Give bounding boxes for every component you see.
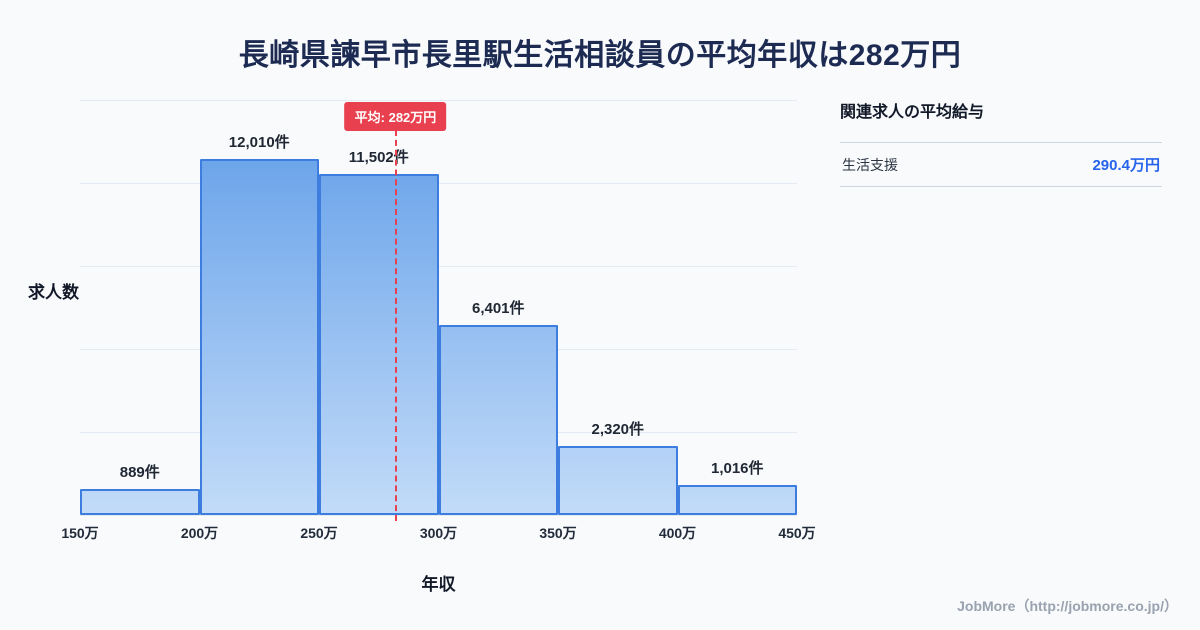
footer-credit: JobMore（http://jobmore.co.jp/） <box>957 598 1178 614</box>
bar-value-label: 11,502件 <box>348 149 409 166</box>
bar-value-label: 6,401件 <box>471 300 525 317</box>
page-title: 長崎県諫早市長里駅生活相談員の平均年収は282万円 <box>238 39 962 72</box>
x-tick-label: 300万 <box>419 525 458 541</box>
bar-value-label: 12,010件 <box>228 134 290 151</box>
panel-divider-bottom <box>840 186 1162 187</box>
x-axis-label: 年収 <box>421 575 456 594</box>
job-category-label: 生活支援 <box>842 156 898 173</box>
x-tick-label: 150万 <box>61 525 99 541</box>
gridline <box>80 515 797 516</box>
salary-row: 生活支援 290.4万円 <box>840 143 1162 186</box>
average-line <box>395 130 398 521</box>
x-tick-label: 250万 <box>300 525 338 541</box>
x-axis-ticks: 150万 200万 250万 300万 350万 400万 450万 <box>61 523 815 543</box>
histogram-bar <box>558 446 678 515</box>
y-axis-label: 求人数 <box>28 283 79 302</box>
histogram-bar <box>319 174 439 515</box>
bar-value-label: 889件 <box>119 464 160 481</box>
histogram-bar <box>438 325 558 515</box>
histogram-bar <box>199 159 319 515</box>
histogram-bar <box>80 489 200 515</box>
bar-value-label: 1,016件 <box>710 460 764 477</box>
x-tick-label: 450万 <box>778 525 816 541</box>
x-tick-label: 400万 <box>658 525 697 541</box>
salary-value: 290.4万円 <box>1092 157 1160 174</box>
histogram-bar <box>677 485 797 515</box>
related-salary-panel: 関連求人の平均給与 生活支援 290.4万円 <box>840 98 1162 187</box>
panel-title: 関連求人の平均給与 <box>840 104 985 121</box>
x-tick-label: 200万 <box>180 525 219 541</box>
plot-area: 889件 12,010件 11,502件 6,401件 2,320件 1,016件 平均: … <box>80 100 797 521</box>
gridline <box>80 100 797 101</box>
x-tick-label: 350万 <box>539 525 577 541</box>
bar-value-label: 2,320件 <box>591 421 645 438</box>
panel-divider-top <box>840 142 1162 143</box>
gridline <box>80 183 797 184</box>
gridline <box>80 266 797 267</box>
average-badge: 平均: 282万円 <box>344 102 447 131</box>
